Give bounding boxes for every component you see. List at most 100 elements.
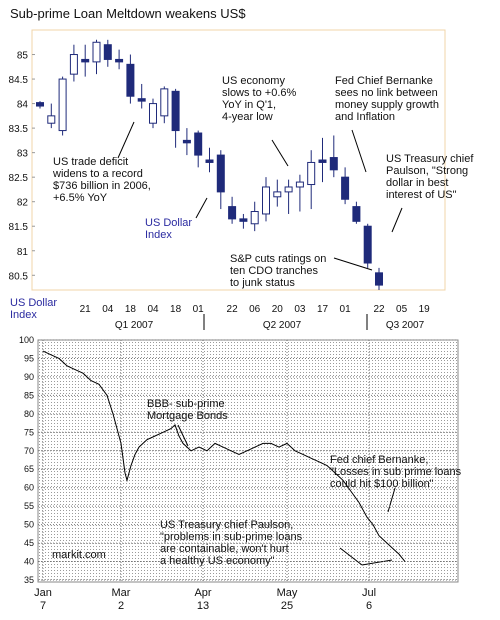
candle-body	[216, 154, 225, 193]
y-tick-label: 83	[17, 149, 29, 160]
annotation: Fed chief Bernanke,	[330, 454, 428, 466]
y-tick-label: 85	[17, 51, 29, 62]
x-tick-label: Jan	[34, 587, 52, 599]
annotation: slows to +0.6%	[222, 87, 297, 99]
annotation: S&P cuts ratings on	[230, 253, 326, 265]
arrows	[117, 121, 403, 566]
candle-body	[171, 90, 180, 132]
annotation: sees no link between	[335, 87, 438, 99]
x-tick-label: 17	[317, 304, 329, 315]
candle-body	[341, 176, 350, 200]
y-tick-label: 95	[24, 353, 34, 363]
candle-body	[228, 206, 237, 220]
annotation: markit.com	[52, 549, 106, 561]
candle-body	[36, 102, 44, 107]
y-tick-label: 82	[17, 198, 29, 209]
candle-body	[92, 41, 101, 63]
y-tick-label: 81	[17, 247, 29, 258]
x-tick-label: Mar	[112, 587, 131, 599]
x-tick-label: 20	[272, 304, 284, 315]
y-tick-label: 81.5	[9, 222, 29, 233]
price-line	[42, 350, 406, 562]
x-tick-label: 03	[294, 304, 306, 315]
candle-body	[375, 272, 383, 286]
x-tick-label: 18	[170, 304, 182, 315]
annotation: "problems in sub-prime loans	[160, 531, 303, 543]
annotation: $736 billion in 2006,	[53, 180, 151, 192]
candle-body	[307, 161, 316, 186]
candle-body	[103, 44, 112, 60]
y-tick-label: 65	[24, 464, 34, 474]
y-tick-label: 83.5	[9, 124, 29, 135]
y-tick-label: 82.5	[9, 173, 29, 184]
candle-body	[318, 159, 327, 163]
candle-body	[194, 132, 203, 156]
annotation: YoY in Q'1,	[222, 99, 276, 111]
y-tick-label: 60	[24, 483, 34, 493]
x-tick-label: 06	[249, 304, 261, 315]
candle-body	[137, 98, 146, 102]
candle-body	[205, 159, 214, 163]
y-tick-label: 85	[24, 390, 34, 400]
annotation: US economy	[222, 75, 285, 87]
annotation: interest of US"	[386, 189, 457, 201]
candle-body	[81, 58, 90, 63]
x-tick-label: 22	[373, 304, 385, 315]
candle-body	[126, 63, 135, 97]
x-tick-label: 01	[340, 304, 352, 315]
candle-body	[352, 206, 361, 222]
x-tick-label: 04	[147, 304, 159, 315]
annotation: money supply growth	[335, 99, 439, 111]
candle-body	[239, 218, 248, 222]
annotation: ten CDO tranches	[230, 265, 319, 277]
x-tick-label: 19	[419, 304, 431, 315]
y-tick-label: 45	[24, 538, 34, 548]
quarter-label: Q1 2007	[115, 320, 154, 331]
candle-body	[47, 115, 56, 124]
x-tick-label: 13	[197, 600, 209, 612]
plot-frame	[31, 29, 446, 291]
annotation: +6.5% YoY	[53, 192, 108, 204]
y-tick-label: 35	[24, 575, 34, 585]
candle-body	[273, 191, 282, 198]
quarter-label: Q3 2007	[386, 320, 425, 331]
y-tick-label: 90	[24, 372, 34, 382]
y-tick-label: 50	[24, 520, 34, 530]
annotation: Mortgage Bonds	[147, 410, 228, 422]
candle-body	[262, 186, 270, 215]
annotation: Paulson, "Strong	[386, 165, 468, 177]
annotation: could hit $100 billion"	[330, 478, 434, 490]
x-tick-label: 05	[396, 304, 408, 315]
annotation: US trade deficit	[53, 156, 128, 168]
y-tick-label: 70	[24, 446, 34, 456]
y-tick-label: 84.5	[9, 75, 29, 86]
chart-title: Sub-prime Loan Meltdown weakens US$	[10, 6, 246, 21]
x-tick-label: 6	[366, 600, 372, 612]
annotation: US Treasury chief Paulson,	[160, 519, 293, 531]
x-tick-label: Apr	[194, 587, 211, 599]
annotation: are containable, won't hurt	[160, 543, 289, 555]
annotation: US Treasury chief	[386, 153, 474, 165]
y-axis-label: Index	[10, 309, 37, 321]
candle-body	[295, 181, 304, 188]
x-tick-label: 01	[193, 304, 205, 315]
x-tick-label: May	[277, 587, 298, 599]
annotation: dollar in best	[386, 177, 448, 189]
y-tick-label: 100	[19, 335, 34, 345]
candle-body	[182, 139, 191, 144]
candle-body	[250, 211, 259, 225]
y-tick-label: 40	[24, 557, 34, 567]
candle-body	[115, 58, 124, 63]
y-tick-label: 55	[24, 501, 34, 511]
annotation: Index	[145, 229, 172, 241]
y-axis-label: US Dollar	[10, 297, 57, 309]
annotation: 4-year low	[222, 111, 273, 123]
x-tick-label: 7	[40, 600, 46, 612]
y-tick-label: 84	[17, 100, 29, 111]
annotation: US Dollar	[145, 217, 192, 229]
annotation: to junk status	[230, 277, 295, 289]
x-tick-label: 25	[281, 600, 293, 612]
candle-body	[284, 186, 293, 193]
quarter-label: Q2 2007	[263, 320, 302, 331]
